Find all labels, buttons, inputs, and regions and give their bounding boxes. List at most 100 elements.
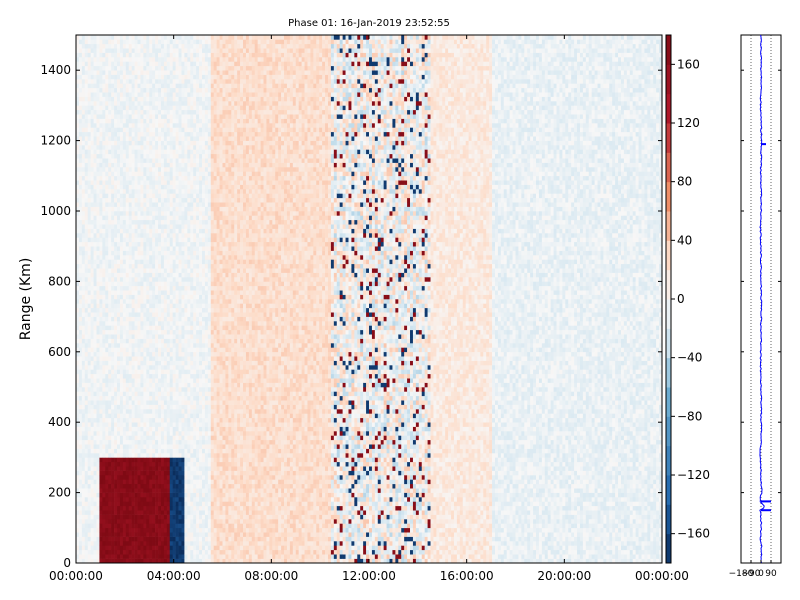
heatmap-cell bbox=[131, 263, 135, 269]
heatmap-cell bbox=[152, 505, 156, 511]
heatmap-cell bbox=[160, 140, 165, 146]
heatmap-cell bbox=[175, 233, 179, 238]
heatmap-cell bbox=[131, 532, 135, 537]
heatmap-cell bbox=[169, 378, 173, 383]
heatmap-cell bbox=[134, 466, 138, 471]
heatmap-cell bbox=[166, 272, 171, 278]
heatmap-cell bbox=[187, 439, 191, 445]
heatmap-cell bbox=[117, 167, 121, 172]
heatmap-cell bbox=[90, 193, 94, 199]
heatmap-cell bbox=[166, 259, 171, 265]
heatmap-cell bbox=[155, 259, 159, 265]
heatmap-cell bbox=[146, 404, 150, 410]
heatmap-cell bbox=[117, 316, 121, 322]
heatmap-cell bbox=[84, 303, 89, 309]
heatmap-cell bbox=[99, 259, 103, 265]
heatmap-cell bbox=[134, 417, 138, 423]
heatmap-cell bbox=[117, 343, 121, 348]
heatmap-cell bbox=[169, 488, 173, 493]
heatmap-cell bbox=[128, 259, 132, 265]
heatmap-cell bbox=[137, 554, 141, 559]
heatmap-cell bbox=[96, 466, 100, 471]
heatmap-cell bbox=[117, 457, 121, 463]
heatmap-cell bbox=[172, 422, 176, 427]
heatmap-cell bbox=[93, 395, 97, 401]
heatmap-cell bbox=[193, 483, 197, 489]
heatmap-cell bbox=[169, 202, 173, 207]
heatmap-cell bbox=[160, 501, 165, 507]
heatmap-cell bbox=[149, 519, 153, 524]
heatmap-cell bbox=[143, 246, 147, 251]
heatmap-cell bbox=[105, 52, 109, 58]
heatmap-cell bbox=[140, 255, 144, 260]
heatmap-cell bbox=[84, 149, 89, 155]
heatmap-cell bbox=[122, 167, 127, 172]
heatmap-cell bbox=[105, 281, 109, 287]
heatmap-cell bbox=[81, 101, 86, 106]
heatmap-cell bbox=[196, 263, 200, 269]
heatmap-cell bbox=[169, 444, 173, 449]
heatmap-cell bbox=[158, 536, 162, 542]
heatmap-cell bbox=[155, 532, 159, 537]
heatmap-cell bbox=[125, 175, 130, 181]
heatmap-cell bbox=[196, 541, 200, 546]
heatmap-cell bbox=[111, 123, 115, 128]
heatmap-cell bbox=[172, 409, 176, 414]
heatmap-cell bbox=[178, 439, 182, 445]
heatmap-cell bbox=[146, 387, 150, 392]
heatmap-cell bbox=[140, 180, 144, 185]
heatmap-cell bbox=[137, 281, 141, 287]
heatmap-cell bbox=[181, 338, 185, 344]
heatmap-cell bbox=[117, 61, 121, 67]
heatmap-cell bbox=[76, 101, 80, 106]
heatmap-cell bbox=[155, 470, 159, 476]
heatmap-cell bbox=[160, 48, 165, 53]
heatmap-cell bbox=[193, 426, 197, 432]
heatmap-cell bbox=[102, 35, 106, 40]
heatmap-cell bbox=[87, 39, 91, 45]
heatmap-cell bbox=[184, 325, 188, 331]
heatmap-cell bbox=[102, 404, 106, 410]
heatmap-cell bbox=[175, 373, 179, 379]
heatmap-cell bbox=[117, 325, 121, 331]
heatmap-cell bbox=[190, 549, 194, 555]
heatmap-cell bbox=[190, 475, 194, 480]
heatmap-cell bbox=[178, 74, 182, 80]
heatmap-cell bbox=[119, 466, 124, 471]
heatmap-cell bbox=[87, 444, 91, 449]
heatmap-cell bbox=[152, 483, 156, 489]
heatmap-cell bbox=[117, 250, 121, 256]
heatmap-cell bbox=[146, 162, 150, 168]
heatmap-cell bbox=[184, 127, 188, 133]
heatmap-cell bbox=[131, 92, 135, 97]
heatmap-cell bbox=[152, 351, 156, 357]
heatmap-cell bbox=[137, 365, 141, 370]
heatmap-cell bbox=[196, 255, 200, 260]
heatmap-cell bbox=[158, 391, 162, 397]
heatmap-cell bbox=[181, 316, 185, 322]
heatmap-cell bbox=[81, 347, 86, 353]
heatmap-cell bbox=[114, 57, 118, 62]
heatmap-cell bbox=[172, 466, 176, 471]
heatmap-cell bbox=[78, 558, 83, 564]
heatmap-cell bbox=[184, 351, 188, 357]
heatmap-cell bbox=[160, 52, 165, 58]
heatmap-cell bbox=[122, 228, 127, 234]
heatmap-cell bbox=[108, 118, 112, 124]
heatmap-cell bbox=[87, 461, 91, 467]
heatmap-cell bbox=[78, 175, 83, 181]
heatmap-cell bbox=[163, 268, 168, 273]
heatmap-cell bbox=[178, 268, 182, 273]
heatmap-cell bbox=[181, 343, 185, 348]
heatmap-cell bbox=[149, 457, 153, 463]
heatmap-cell bbox=[76, 347, 80, 353]
heatmap-cell bbox=[152, 158, 156, 163]
heatmap-cell bbox=[117, 519, 121, 524]
heatmap-cell bbox=[152, 523, 156, 529]
heatmap-cell bbox=[166, 558, 171, 564]
heatmap-cell bbox=[111, 347, 115, 353]
heatmap-cell bbox=[152, 215, 156, 221]
heatmap-cell bbox=[146, 545, 150, 551]
heatmap-cell bbox=[160, 202, 165, 207]
heatmap-cell bbox=[169, 299, 173, 304]
